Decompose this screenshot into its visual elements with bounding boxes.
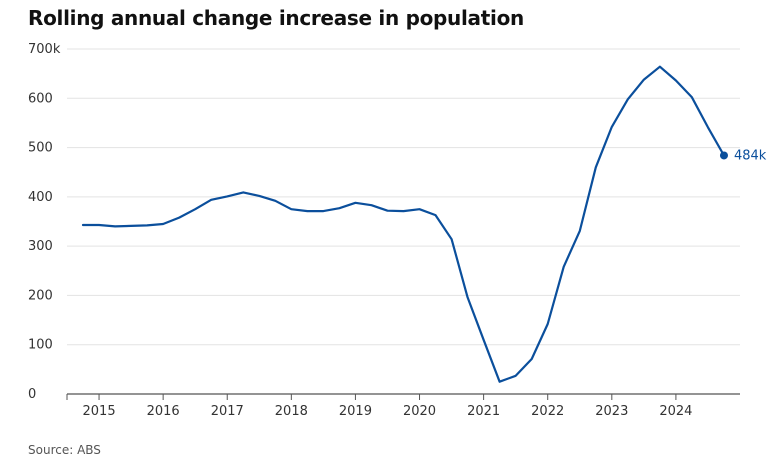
y-tick-label: 200	[28, 288, 53, 303]
chart-title: Rolling annual change increase in popula…	[28, 6, 524, 30]
end-point-label: 484k	[734, 148, 767, 163]
y-tick-label: 300	[28, 239, 53, 254]
end-point-marker	[719, 151, 728, 160]
x-tick-label: 2016	[147, 404, 180, 419]
x-tick-label: 2021	[467, 404, 500, 419]
x-tick-label: 2022	[531, 404, 564, 419]
y-tick-label: 400	[28, 190, 53, 205]
x-tick-label: 2023	[595, 404, 628, 419]
source-note: Source: ABS	[28, 443, 101, 457]
x-tick-label: 2024	[659, 404, 692, 419]
population-change-line	[81, 65, 726, 383]
y-tick-label: 700k	[28, 42, 61, 57]
x-tick-label: 2019	[339, 404, 372, 419]
y-tick-label: 100	[28, 338, 53, 353]
x-tick-label: 2017	[211, 404, 244, 419]
x-tick-label: 2020	[403, 404, 436, 419]
x-tick-label: 2018	[275, 404, 308, 419]
y-tick-label: 500	[28, 141, 53, 156]
y-tick-label: 0	[28, 387, 36, 402]
x-tick-label: 2015	[83, 404, 116, 419]
y-tick-label: 600	[28, 91, 53, 106]
